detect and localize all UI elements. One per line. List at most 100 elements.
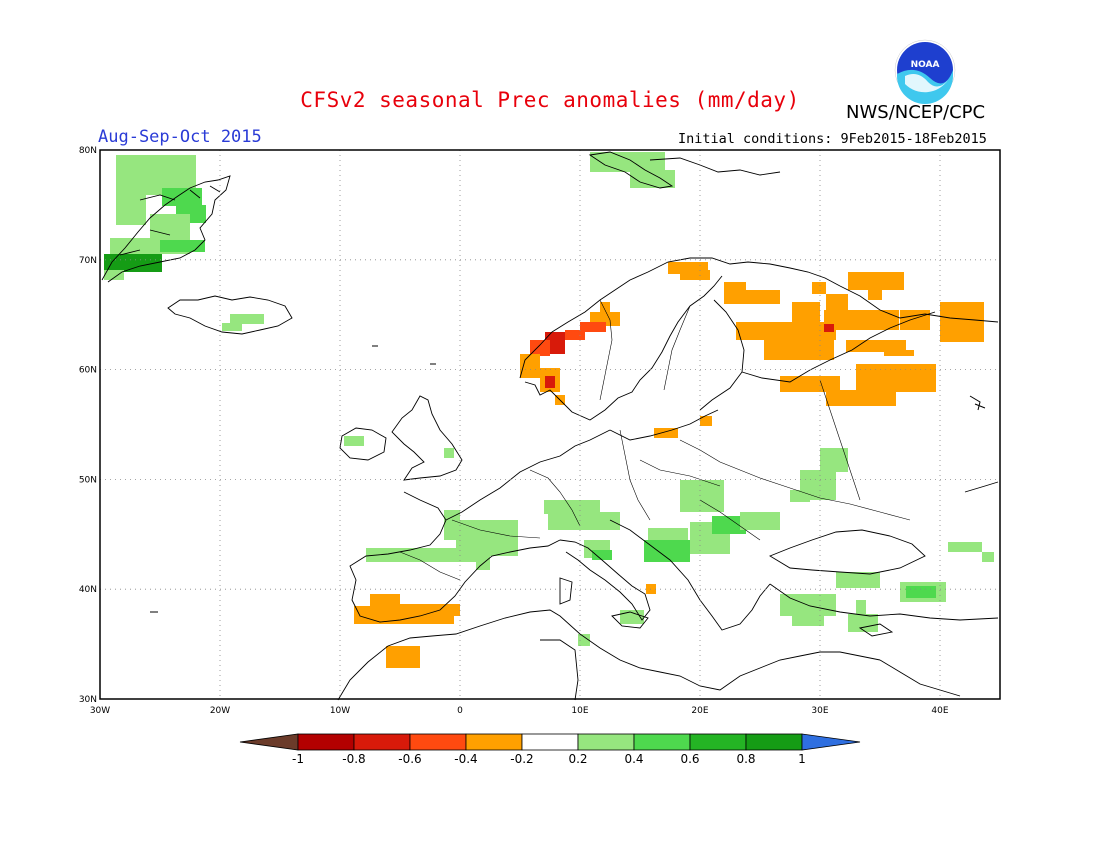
- colorbar-high-arrow: [801, 733, 861, 751]
- anomaly-cell: [648, 528, 688, 540]
- anomaly-cell: [856, 364, 936, 392]
- lon-tick-label: 10E: [571, 706, 588, 716]
- lon-tick-label: 0: [457, 706, 463, 716]
- anomaly-cell: [630, 170, 675, 188]
- anomaly-cell: [824, 310, 899, 330]
- map-axes: 30W 20W 10W 0 10E 20E 30E 40E 30N 40N 50N 60N 70N 80N: [79, 146, 949, 716]
- lat-tick-label: 60N: [79, 366, 97, 376]
- anomaly-cell: [982, 552, 994, 562]
- colorbar-label: -0.8: [342, 752, 365, 766]
- anomaly-cell: [746, 290, 780, 304]
- lat-lon-grid: [100, 150, 1000, 699]
- anomaly-cell: [592, 550, 612, 560]
- anomaly-cell: [644, 540, 690, 562]
- anomaly-cell: [222, 323, 242, 331]
- lat-tick-label: 30N: [79, 695, 97, 705]
- anomaly-cell: [590, 152, 665, 172]
- anomaly-cell: [580, 322, 606, 332]
- noaa-logo-text: NOAA: [911, 60, 940, 70]
- anomaly-cell: [544, 500, 600, 514]
- lon-tick-label: 20E: [691, 706, 708, 716]
- lon-tick-label: 30E: [811, 706, 828, 716]
- anomaly-cell: [826, 390, 896, 406]
- anomaly-cell: [162, 188, 202, 206]
- anomaly-cell: [680, 270, 710, 280]
- anomaly-cell: [940, 302, 984, 342]
- anomaly-cell: [906, 586, 936, 598]
- anomaly-cell: [600, 302, 610, 312]
- lon-tick-label: 10W: [330, 706, 350, 716]
- anomaly-cells: [104, 152, 994, 668]
- anomaly-cell: [790, 490, 810, 502]
- anomaly-cell: [856, 600, 866, 614]
- colorbar-label: -0.2: [510, 752, 533, 766]
- anomaly-cell: [724, 282, 746, 304]
- colorbar-label: -0.6: [398, 752, 421, 766]
- anomaly-cell: [868, 288, 882, 300]
- agency-label: NWS/NCEP/CPC: [846, 102, 986, 123]
- anomaly-cell: [846, 340, 906, 352]
- anomaly-cell: [444, 448, 454, 458]
- anomaly-cell: [712, 516, 746, 534]
- colorbar-segment: [465, 733, 523, 751]
- lon-tick-label: 30W: [90, 706, 110, 716]
- lat-tick-label: 40N: [79, 585, 97, 595]
- anomaly-cell: [740, 512, 780, 530]
- colorbar-low-arrow: [239, 733, 299, 751]
- colorbar-segment: [353, 733, 411, 751]
- anomaly-cell: [565, 330, 585, 340]
- anomaly-cell: [764, 340, 834, 360]
- anomaly-cell: [545, 376, 555, 388]
- anomaly-cell: [654, 428, 678, 438]
- anomaly-cell: [948, 542, 982, 552]
- anomaly-cell: [160, 240, 205, 252]
- colorbar-label: 1: [798, 752, 806, 766]
- anomaly-cell: [792, 302, 820, 322]
- anomaly-cell: [826, 294, 848, 310]
- colorbar-segment: [745, 733, 803, 751]
- colorbar-label: -0.4: [454, 752, 477, 766]
- colorbar-segment: [689, 733, 747, 751]
- map-title: CFSv2 seasonal Prec anomalies (mm/day): [300, 88, 800, 112]
- colorbar-segment: [577, 733, 635, 751]
- anomaly-cell: [578, 634, 590, 646]
- anomaly-cell: [836, 572, 880, 588]
- anomaly-cell: [812, 282, 826, 294]
- noaa-logo: NOAA: [894, 39, 956, 104]
- anomaly-cell: [230, 314, 264, 324]
- anomaly-cell: [110, 238, 160, 258]
- colorbar-segment: [409, 733, 467, 751]
- anomaly-cell: [700, 416, 712, 426]
- anomaly-cell: [400, 604, 460, 616]
- anomaly-cell: [386, 646, 420, 668]
- lon-tick-label: 40E: [931, 706, 948, 716]
- map-frame: [99, 149, 1001, 700]
- anomaly-cell: [792, 614, 824, 626]
- colorbar-label: 0.6: [680, 752, 699, 766]
- anomaly-cell: [884, 350, 914, 356]
- lat-tick-label: 70N: [79, 256, 97, 266]
- anomaly-cell: [736, 322, 836, 340]
- anomaly-cell: [848, 614, 878, 632]
- anomaly-cell: [900, 310, 930, 330]
- lat-tick-label: 80N: [79, 146, 97, 156]
- anomaly-cell: [680, 480, 724, 512]
- colorbar-segment: [297, 733, 355, 751]
- anomaly-cell: [780, 376, 840, 392]
- colorbar-label: 0.4: [624, 752, 643, 766]
- anomaly-cell: [104, 270, 124, 280]
- anomaly-cell: [548, 512, 620, 530]
- anomaly-cell: [366, 548, 476, 562]
- colorbar-label: 0.8: [736, 752, 755, 766]
- anomaly-cell: [104, 254, 162, 272]
- anomaly-cell: [848, 272, 904, 290]
- forecast-period: Aug-Sep-Oct 2015: [98, 127, 262, 147]
- anomaly-cell: [344, 436, 364, 446]
- colorbar-label: 0.2: [568, 752, 587, 766]
- colorbar: -1 -0.8 -0.6 -0.4 -0.2 0.2 0.4 0.6 0.8 1: [239, 733, 861, 766]
- colorbar-segment: [633, 733, 691, 751]
- anomaly-cell: [824, 324, 834, 332]
- colorbar-segment: [521, 733, 579, 751]
- initial-conditions: Initial conditions: 9Feb2015-18Feb2015: [678, 131, 987, 147]
